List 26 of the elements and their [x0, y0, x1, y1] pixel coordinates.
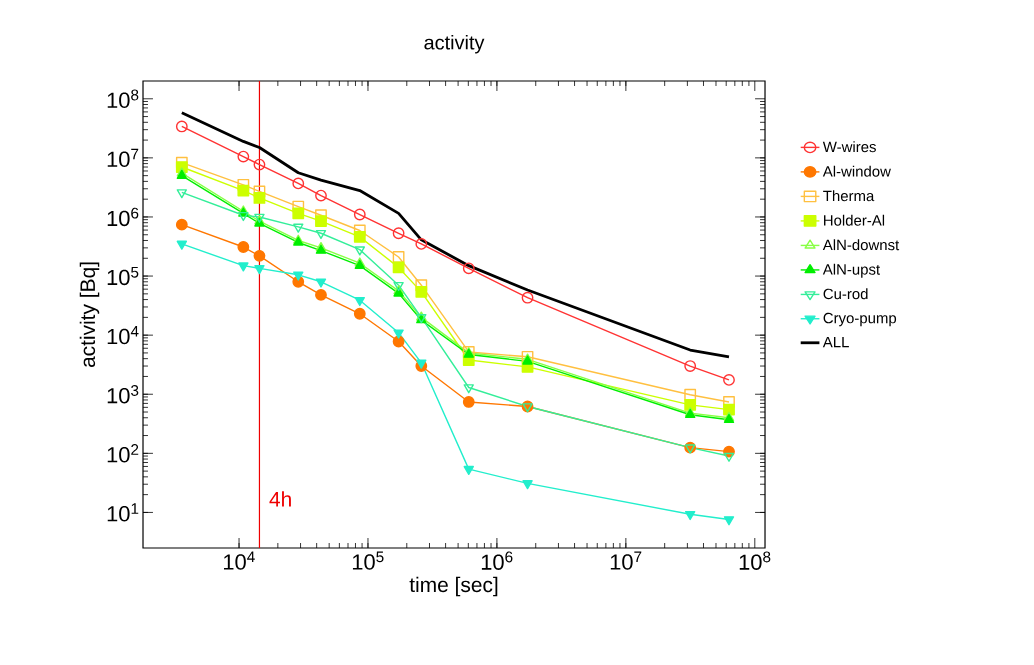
x-tick-label: 10$^{4}$	[224, 551, 255, 570]
legend-label: Cryo-pump	[823, 312, 897, 327]
legend-label: AlN-downst	[822, 239, 900, 251]
legend-label: Therma	[823, 190, 875, 202]
ref-line-label: 4h	[269, 491, 291, 507]
x-tick-label: 10$^{7}$	[610, 551, 642, 570]
legend-label: Holder-Al	[824, 214, 885, 226]
y-tick-label: 10$^{3}$	[107, 385, 139, 404]
y-tick-label: 10$^{8}$	[107, 89, 139, 108]
x-axis-title: time [sec]	[409, 576, 498, 597]
y-tick-label: 10$^{4}$	[107, 326, 139, 345]
legend-label: ALL	[822, 336, 849, 348]
y-tick-label: 10$^{7}$	[107, 148, 139, 168]
legend-label: AlN-upst	[822, 263, 880, 278]
y-tick-label: 10$^{1}$	[107, 503, 139, 522]
legend-label: Cu-rod	[823, 288, 868, 300]
y-tick-label: 10$^{2}$	[107, 444, 139, 463]
legend-label: Al-window	[822, 165, 891, 177]
y-axis-title: activity [Bq]	[79, 262, 100, 368]
x-tick-label: 10$^{5}$	[352, 551, 384, 570]
x-tick-label: 10$^{8}$	[739, 551, 771, 570]
chart-title: activity	[424, 34, 485, 54]
y-tick-label: 10$^{5}$	[107, 266, 139, 286]
x-tick-label: 10$^{6}$	[481, 551, 513, 570]
y-tick-label: 10$^{6}$	[107, 207, 139, 227]
legend-label: W-wires	[822, 141, 876, 153]
